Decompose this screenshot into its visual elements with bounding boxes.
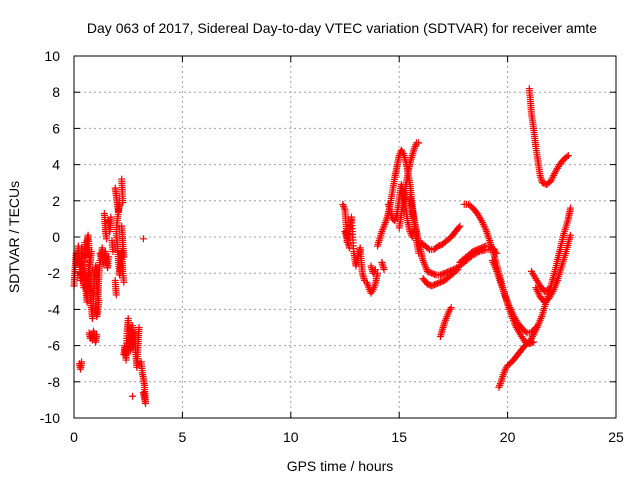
plot-frame [73, 55, 617, 419]
y-tick-label: -8 [48, 374, 61, 390]
data-points [70, 85, 574, 408]
data-point [566, 231, 574, 239]
data-point [452, 267, 460, 275]
y-tick-label: 6 [52, 120, 60, 136]
data-point [415, 139, 423, 147]
data-point [454, 266, 462, 274]
x-tick-label: 25 [608, 429, 624, 445]
x-axis-label: GPS time / hours [287, 458, 394, 474]
data-point [566, 204, 574, 212]
data-point [82, 253, 90, 261]
data-point [480, 243, 488, 251]
data-point [340, 202, 348, 210]
y-tick-label: -6 [48, 338, 61, 354]
data-point [563, 153, 571, 161]
data-point [139, 235, 147, 243]
x-tick-label: 15 [391, 429, 407, 445]
x-tick-label: 5 [179, 429, 187, 445]
data-point [109, 247, 117, 255]
data-point [139, 389, 147, 397]
data-point [129, 392, 137, 400]
data-point [107, 213, 115, 221]
data-point [105, 253, 113, 261]
x-tick-label: 20 [500, 429, 516, 445]
data-point [119, 199, 127, 207]
x-tick-label: 0 [70, 429, 78, 445]
data-point [411, 143, 419, 150]
data-point [447, 304, 455, 312]
data-point [87, 247, 95, 255]
chart-title: Day 063 of 2017, Sidereal Day-to-day VTE… [87, 20, 597, 36]
data-point [120, 253, 128, 261]
y-tick-label: -2 [48, 265, 61, 281]
data-point [424, 244, 432, 252]
axis-ticks: 0 5 10 15 20 25 -10 -8 -6 -4 -2 0 2 4 6 8 10 [40, 48, 624, 445]
data-point [371, 266, 379, 274]
data-point [431, 270, 439, 278]
data-point [496, 380, 504, 388]
data-point [95, 296, 103, 304]
data-point [380, 266, 388, 274]
y-tick-label: -10 [40, 410, 60, 426]
data-point [120, 278, 128, 286]
data-point [340, 204, 348, 212]
data-point [564, 152, 572, 160]
y-tick-label: -4 [48, 301, 61, 317]
data-point [345, 244, 353, 252]
y-tick-label: 10 [44, 48, 60, 64]
data-point [545, 285, 553, 293]
y-tick-label: 8 [52, 84, 60, 100]
x-tick-label: 10 [283, 429, 299, 445]
data-point [78, 358, 86, 366]
y-tick-label: 0 [52, 229, 60, 245]
data-point [455, 223, 463, 231]
y-tick-label: 4 [52, 157, 60, 173]
y-axis-label: SDTVAR / TECUs [6, 181, 22, 293]
y-tick-label: 2 [52, 193, 60, 209]
data-point [456, 222, 464, 230]
data-point [135, 324, 143, 331]
data-point [522, 328, 530, 336]
data-point [103, 235, 111, 243]
data-point [93, 331, 101, 339]
data-point [112, 291, 120, 299]
data-point [543, 286, 551, 294]
